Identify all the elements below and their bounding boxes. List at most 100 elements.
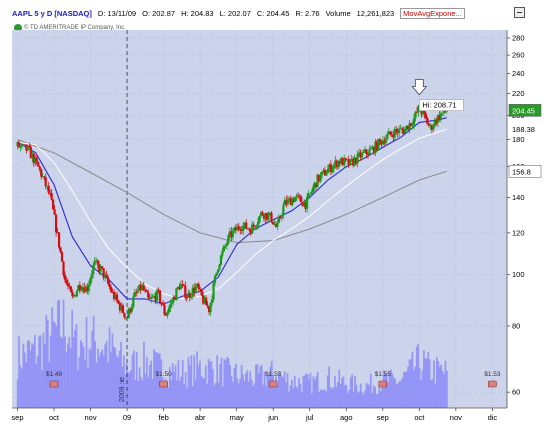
candle-body	[166, 312, 169, 316]
candle-body	[355, 157, 358, 164]
candle-body	[31, 153, 34, 159]
volume-bar	[77, 369, 79, 408]
candle-body	[112, 291, 116, 300]
price-marker-label: 156.8	[512, 167, 531, 176]
candle-body	[163, 304, 166, 315]
dividend-icon	[49, 380, 59, 388]
volume-bar	[158, 353, 161, 408]
candle-body	[23, 144, 27, 146]
candle-body	[157, 289, 160, 291]
candle-body	[407, 125, 410, 130]
volume-bar	[276, 385, 279, 408]
candle-body	[352, 158, 355, 166]
volume-bar	[318, 392, 320, 408]
candle-body	[86, 286, 89, 291]
candle-body	[151, 296, 154, 298]
candle-body	[22, 144, 25, 146]
candle-body	[338, 161, 341, 164]
candle-body	[47, 185, 50, 193]
candle-body	[50, 193, 53, 200]
volume-bar	[223, 359, 226, 408]
candle-body	[90, 274, 93, 279]
candle-body	[68, 286, 71, 287]
symbol-label[interactable]: AAPL 5 y D [NASDAQ]	[12, 8, 92, 18]
candle-body	[145, 290, 148, 293]
volume-bar	[130, 370, 132, 408]
volume-bar	[46, 320, 49, 408]
candle-body	[224, 245, 227, 247]
candle-body	[62, 261, 65, 276]
candle-body	[236, 226, 239, 231]
volume-bar	[236, 378, 239, 408]
candle-body	[411, 124, 414, 126]
candle-body	[199, 288, 202, 290]
candle-body	[365, 149, 368, 154]
volume-bar	[115, 355, 118, 408]
volume-bar	[247, 381, 250, 408]
candle-body	[101, 266, 104, 269]
volume-bar	[25, 362, 28, 408]
candle-body	[78, 285, 81, 290]
settings-icon[interactable]	[514, 7, 525, 18]
volume-bar	[282, 377, 285, 408]
volume-bar	[329, 386, 332, 408]
volume-bar	[171, 363, 174, 408]
x-tick-label: jul	[305, 413, 314, 422]
volume-bar	[387, 382, 389, 408]
candle-body	[289, 198, 292, 206]
volume-bar	[49, 335, 52, 408]
volume-bar	[321, 390, 323, 408]
candle-body	[390, 134, 393, 136]
candle-body	[69, 286, 73, 293]
volume-bar	[305, 373, 308, 408]
volume-bar	[95, 362, 98, 408]
candle-body	[341, 158, 344, 166]
candle-body	[424, 113, 428, 119]
volume-bar	[128, 372, 131, 408]
volume-bar	[108, 327, 111, 408]
candle-body	[320, 171, 324, 175]
volume-bar	[253, 383, 256, 408]
candle-body	[417, 105, 420, 113]
volume-bar	[240, 364, 243, 408]
volume-bar	[381, 387, 384, 408]
x-tick-label: ago	[340, 413, 353, 422]
volume-bar	[341, 378, 343, 408]
candle-body	[225, 243, 229, 246]
candle-body	[322, 170, 325, 172]
x-tick-label: nov	[84, 413, 96, 422]
price-candles	[16, 103, 448, 321]
candle-body	[441, 112, 444, 114]
volume-bar	[246, 370, 249, 408]
volume-bar	[229, 365, 231, 408]
candle-body	[414, 111, 417, 118]
volume-bar	[375, 393, 378, 408]
candle-body	[395, 129, 398, 132]
volume-bar	[23, 352, 26, 408]
indicator-label[interactable]: MovAvgExpone...	[400, 7, 465, 19]
candle-body	[435, 119, 438, 124]
volume-bar	[415, 346, 418, 408]
volume-bar	[408, 359, 411, 408]
candle-body	[164, 314, 168, 316]
volume-bar	[395, 384, 398, 408]
candle-body	[409, 123, 413, 126]
candle-body	[298, 195, 301, 197]
volume-bar	[28, 340, 30, 408]
candle-body	[433, 119, 436, 127]
volume-bar	[394, 379, 397, 408]
candle-body	[228, 231, 231, 236]
volume-bar	[358, 391, 361, 408]
ameritrade-logo-icon	[14, 24, 22, 32]
candle-body	[325, 173, 328, 176]
volume-bar	[298, 378, 300, 408]
volume-bar	[400, 380, 402, 408]
candle-body	[126, 317, 129, 318]
volume-bar	[302, 376, 305, 408]
volume-bar	[351, 374, 353, 408]
high-label-box	[419, 99, 464, 111]
candle-body	[117, 300, 120, 304]
volume-bar	[143, 341, 145, 408]
candle-body	[374, 141, 377, 154]
